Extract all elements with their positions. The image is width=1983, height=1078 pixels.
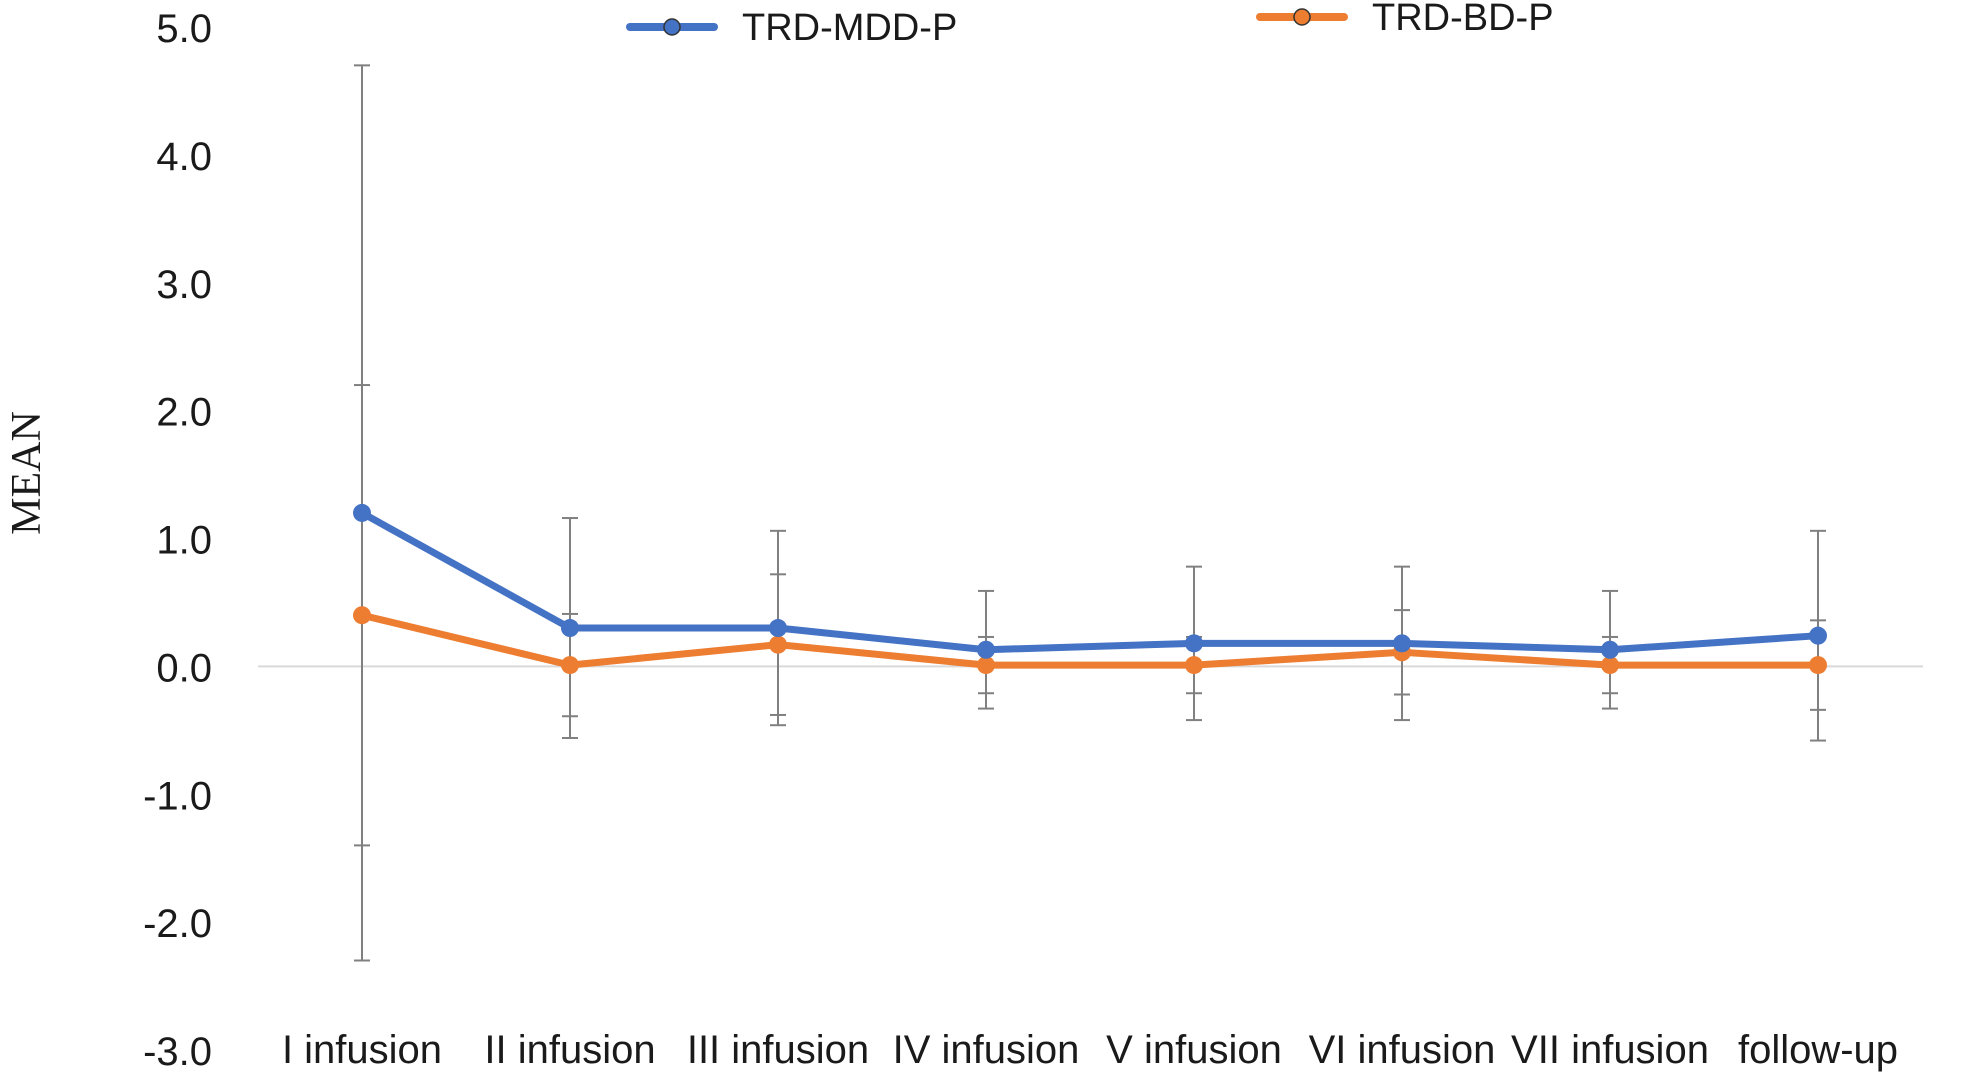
legend: TRD-MDD-P TRD-BD-P	[626, 0, 1554, 49]
series-line-TRD-MDD-P	[358, 509, 1822, 654]
y-tick-label: -3.0	[143, 1030, 212, 1073]
data-point	[977, 640, 995, 659]
data-point	[561, 619, 579, 638]
y-tick-label: 1.0	[156, 519, 212, 563]
x-axis-tick-labels: I infusion II infusion III infusion IV infu…	[282, 1028, 1898, 1072]
data-point	[1601, 656, 1619, 675]
data-point	[769, 619, 787, 638]
series-line-TRD-BD-P	[358, 611, 1822, 669]
x-tick-label: VII infusion	[1511, 1028, 1709, 1072]
legend-label: TRD-MDD-P	[742, 7, 957, 49]
x-tick-label: I infusion	[282, 1028, 442, 1072]
x-tick-label: III infusion	[687, 1028, 869, 1072]
data-point	[1393, 634, 1411, 653]
data-point	[1185, 656, 1203, 675]
data-point	[977, 656, 995, 675]
y-tick-label: 4.0	[156, 135, 212, 179]
data-point	[1601, 640, 1619, 659]
y-tick-label: 3.0	[156, 263, 212, 307]
x-tick-label: II infusion	[484, 1028, 655, 1072]
x-tick-label: V infusion	[1106, 1028, 1282, 1072]
legend-swatch-marker	[663, 18, 681, 36]
y-tick-label: -2.0	[143, 902, 212, 946]
series-lines-layer	[358, 509, 1822, 669]
legend-label: TRD-BD-P	[1372, 0, 1554, 39]
error-bars-layer	[354, 64, 1826, 962]
y-tick-label: -1.0	[143, 774, 212, 818]
x-tick-label: follow-up	[1738, 1028, 1898, 1072]
data-point	[353, 606, 371, 625]
y-tick-label: 5.0	[156, 7, 212, 51]
legend-swatch-marker	[1293, 8, 1311, 26]
x-tick-label: VI infusion	[1309, 1028, 1496, 1072]
y-axis-tick-labels: -3.0 -2.0 -1.0 0.0 1.0 2.0 3.0 4.0 5.0	[143, 7, 212, 1074]
y-tick-label: 0.0	[156, 646, 212, 690]
data-point	[769, 635, 787, 654]
data-point	[1809, 656, 1827, 675]
data-point	[353, 503, 371, 522]
x-tick-label: IV infusion	[893, 1028, 1080, 1072]
data-point	[1185, 634, 1203, 653]
y-tick-label: 2.0	[156, 391, 212, 435]
data-point	[1809, 626, 1827, 645]
data-points-layer	[353, 503, 1827, 675]
data-point	[561, 656, 579, 675]
y-axis-title: MEAN	[4, 411, 50, 535]
